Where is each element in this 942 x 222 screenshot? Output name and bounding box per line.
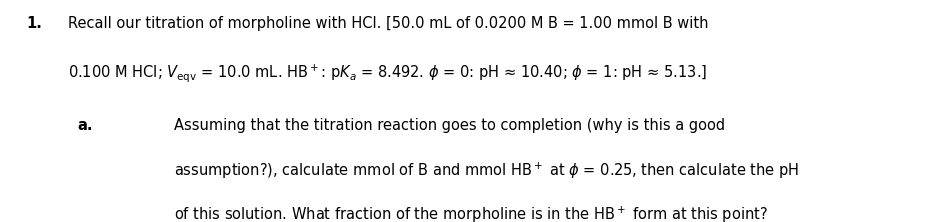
Text: a.: a. [77, 118, 92, 133]
Text: 1.: 1. [26, 16, 42, 31]
Text: 0.100 M HCl; $V_{\mathrm{eqv}}$ = 10.0 mL. HB$^+$: p$K_a$ = 8.492. $\phi$ = 0: p: 0.100 M HCl; $V_{\mathrm{eqv}}$ = 10.0 m… [68, 62, 707, 84]
Text: of this solution. What fraction of the morpholine is in the HB$^+$ form at this : of this solution. What fraction of the m… [174, 204, 768, 222]
Text: Assuming that the titration reaction goes to completion (why is this a good: Assuming that the titration reaction goe… [174, 118, 725, 133]
Text: assumption?), calculate mmol of B and mmol HB$^+$ at $\phi$ = 0.25, then calcula: assumption?), calculate mmol of B and mm… [174, 161, 800, 181]
Text: Recall our titration of morpholine with HCl. [50.0 mL of 0.0200 M B = 1.00 mmol : Recall our titration of morpholine with … [68, 16, 708, 31]
